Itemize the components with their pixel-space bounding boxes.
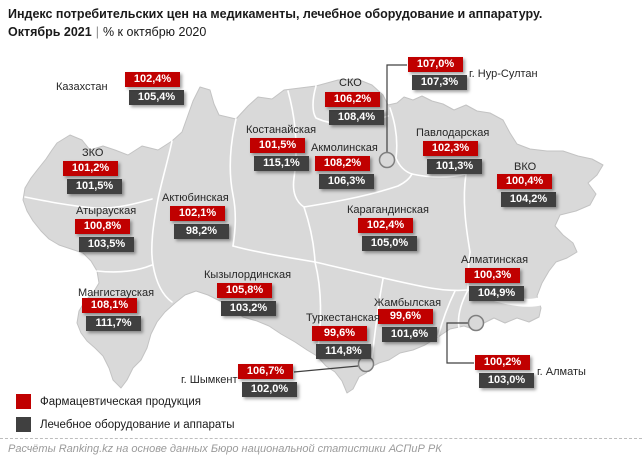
pharma-value-akmola: 108,2% (315, 156, 370, 171)
equipment-value-vko: 104,2% (501, 192, 556, 207)
city-marker-almaty (467, 314, 485, 332)
equipment-value-turkestan: 114,8% (316, 344, 371, 359)
region-label-vko: ВКО (514, 161, 537, 173)
city-markers (357, 151, 485, 373)
pharma-value-sko: 106,2% (325, 92, 380, 107)
source-note: Расчёты Ranking.kz на основе данных Бюро… (8, 443, 442, 455)
pharma-value-aktobe: 102,1% (170, 206, 225, 221)
region-label-kazakhstan: Казахстан (56, 81, 108, 93)
callout-line-almaty (446, 322, 474, 364)
pharma-value-vko: 100,4% (497, 174, 552, 189)
callout-lines (293, 64, 474, 373)
equipment-value-nur_sultan: 107,3% (412, 75, 467, 90)
page-title: Индекс потребительских цен на медикамент… (8, 6, 542, 40)
pharma-value-zko: 101,2% (63, 161, 118, 176)
region-label-shymkent: г. Шымкент (181, 374, 238, 386)
region-label-karaganda: Карагандинская (347, 204, 429, 216)
pharma-value-zhambyl: 99,6% (378, 309, 433, 324)
equipment-value-almaty_region: 104,9% (469, 286, 524, 301)
title-line2: Октябрь 2021 |% к октябрю 2020 (8, 24, 542, 40)
equipment-swatch-icon (16, 417, 31, 432)
equipment-value-kyzylorda: 103,2% (221, 301, 276, 316)
title-period: Октябрь 2021 (8, 25, 92, 39)
pharma-value-nur_sultan: 107,0% (408, 57, 463, 72)
region-label-turkestan: Туркестанская (306, 312, 380, 324)
equipment-value-pavlodar: 101,3% (427, 159, 482, 174)
equipment-value-kostanay: 115,1% (254, 156, 309, 171)
equipment-value-aktobe: 98,2% (174, 224, 229, 239)
equipment-value-almaty_city: 103,0% (479, 373, 534, 388)
legend: Фармацевтическая продукция Лечебное обор… (16, 394, 235, 440)
title-separator: | (95, 25, 99, 39)
callout-line-nur-sultan (386, 64, 407, 153)
legend-equipment-label: Лечебное оборудование и аппараты (40, 418, 235, 431)
pharma-value-almaty_region: 100,3% (465, 268, 520, 283)
pharma-value-atyrau: 100,8% (75, 219, 130, 234)
region-label-nur_sultan: г. Нур-Султан (469, 68, 538, 80)
region-label-almaty_region: Алматинская (461, 254, 529, 266)
pharma-value-karaganda: 102,4% (358, 218, 413, 233)
region-label-kyzylorda: Кызылординская (204, 269, 292, 281)
title-subtitle: % к октябрю 2020 (102, 25, 207, 39)
pharma-swatch-icon (16, 394, 31, 409)
equipment-value-mangystau: 111,7% (86, 316, 141, 331)
equipment-value-shymkent: 102,0% (242, 382, 297, 397)
equipment-value-zko: 101,5% (67, 179, 122, 194)
region-label-atyrau: Атырауская (76, 205, 137, 217)
region-label-almaty_city: г. Алматы (537, 366, 586, 378)
region-label-mangystau: Мангистауская (78, 287, 155, 299)
equipment-value-karaganda: 105,0% (362, 236, 417, 251)
region-borders (24, 85, 471, 368)
callout-line-shymkent (293, 365, 359, 373)
region-label-sko: СКО (339, 77, 362, 89)
title-line1: Индекс потребительских цен на медикамент… (8, 7, 543, 21)
region-label-pavlodar: Павлодарская (416, 127, 490, 139)
region-label-aktobe: Актюбинская (162, 192, 229, 204)
legend-row-pharma: Фармацевтическая продукция (16, 394, 235, 409)
equipment-value-kazakhstan: 105,4% (129, 90, 184, 105)
equipment-value-akmola: 106,3% (319, 174, 374, 189)
pharma-value-kostanay: 101,5% (250, 138, 305, 153)
equipment-value-sko: 108,4% (329, 110, 384, 125)
pharma-value-pavlodar: 102,3% (423, 141, 478, 156)
pharma-value-shymkent: 106,7% (238, 364, 293, 379)
pharma-value-kazakhstan: 102,4% (125, 72, 180, 87)
pharma-value-mangystau: 108,1% (82, 298, 137, 313)
equipment-value-atyrau: 103,5% (79, 237, 134, 252)
pharma-value-almaty_city: 100,2% (475, 355, 530, 370)
region-label-zko: ЗКО (82, 147, 104, 159)
region-label-zhambyl: Жамбылская (374, 297, 442, 309)
legend-row-equipment: Лечебное оборудование и аппараты (16, 417, 235, 432)
legend-pharma-label: Фармацевтическая продукция (40, 395, 201, 408)
footer: Расчёты Ranking.kz на основе данных Бюро… (0, 438, 642, 460)
equipment-value-zhambyl: 101,6% (382, 327, 437, 342)
pharma-value-turkestan: 99,6% (312, 326, 367, 341)
city-marker-nur-sultan (378, 151, 396, 169)
region-label-akmola: Акмолинская (311, 142, 378, 154)
pharma-value-kyzylorda: 105,8% (217, 283, 272, 298)
region-label-kostanay: Костанайская (246, 124, 317, 136)
